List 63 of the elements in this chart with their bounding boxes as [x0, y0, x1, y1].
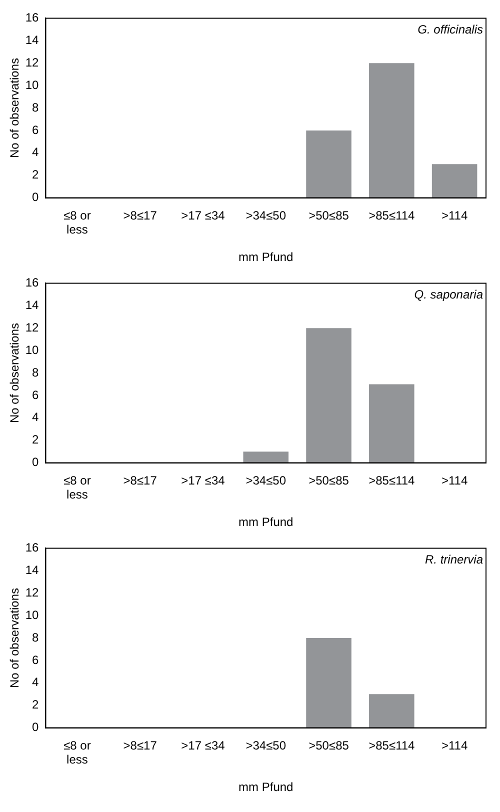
x-tick-label: >34≤50 [246, 738, 286, 752]
y-tick-label: 0 [32, 455, 40, 470]
x-tick-label: >85≤114 [368, 738, 416, 752]
x-tick-label: >50≤85 [308, 738, 350, 752]
y-axis-title: No of observations [8, 322, 22, 424]
annotation: R. trinervia [424, 552, 484, 567]
x-tick-label: >114 [441, 208, 468, 222]
x-tick-label: >34≤50 [246, 473, 286, 488]
y-tick-label: 4 [32, 410, 40, 424]
x-tick-label: >8≤17 [123, 208, 158, 222]
y-tick-label: 10 [25, 342, 40, 357]
y-tick-label: 0 [32, 720, 40, 734]
y-tick-label: 4 [32, 145, 40, 160]
x-axis-title: mm Pfund [238, 250, 294, 264]
y-tick-label: 8 [32, 630, 40, 644]
bar [369, 63, 414, 198]
x-tick-label: ≤8 or less [64, 473, 91, 502]
x-tick-label: >34≤50 [246, 208, 286, 222]
y-tick-label: 6 [32, 122, 40, 137]
bar [306, 328, 352, 463]
y-tick-label: 10 [25, 608, 40, 622]
x-tick-label: >17 ≤34 [181, 738, 226, 752]
y-tick-label: 2 [32, 168, 40, 182]
x-tick-label: >17 ≤34 [181, 473, 226, 488]
bar [306, 130, 352, 198]
x-tick-label: >85≤114 [368, 208, 416, 222]
annotation: G. officinalis [418, 22, 483, 37]
x-axis-title: mm Pfund [238, 515, 294, 530]
y-axis-title: No of observations [8, 588, 22, 688]
x-tick-label: >8≤17 [123, 738, 158, 752]
y-axis-title: No of observations [8, 58, 22, 158]
bar [432, 164, 478, 198]
y-tick-label: 14 [25, 32, 40, 47]
x-tick-label: >114 [441, 738, 468, 752]
x-tick-label: >114 [441, 473, 468, 488]
x-axis-title: mm Pfund [238, 780, 294, 794]
annotation: Q. saponaria [414, 288, 484, 302]
y-tick-label: 2 [32, 698, 40, 712]
y-tick-label: 12 [25, 320, 40, 334]
y-tick-label: 2 [32, 432, 40, 447]
y-tick-label: 12 [25, 585, 40, 600]
y-tick-label: 4 [32, 675, 40, 690]
x-tick-label: >50≤85 [308, 208, 350, 222]
y-tick-label: 14 [25, 562, 40, 577]
y-tick-label: 6 [32, 388, 40, 402]
y-tick-label: 16 [25, 10, 40, 25]
y-tick-label: 8 [32, 365, 40, 380]
y-tick-label: 0 [32, 190, 40, 204]
y-tick-label: 10 [25, 78, 40, 92]
y-tick-label: 14 [25, 298, 40, 312]
bar [369, 384, 414, 463]
y-tick-label: 8 [32, 100, 40, 114]
x-tick-label: ≤8 or less [64, 208, 91, 237]
x-tick-label: >8≤17 [123, 473, 158, 488]
y-tick-label: 12 [25, 55, 40, 70]
bar [243, 452, 289, 463]
y-tick-label: 16 [25, 276, 40, 290]
y-tick-label: 6 [32, 652, 40, 667]
x-tick-label: >85≤114 [368, 473, 416, 488]
x-tick-label: >17 ≤34 [181, 208, 226, 222]
y-tick-label: 16 [25, 540, 40, 555]
x-tick-label: ≤8 or less [64, 738, 91, 767]
x-tick-label: >50≤85 [308, 473, 350, 488]
